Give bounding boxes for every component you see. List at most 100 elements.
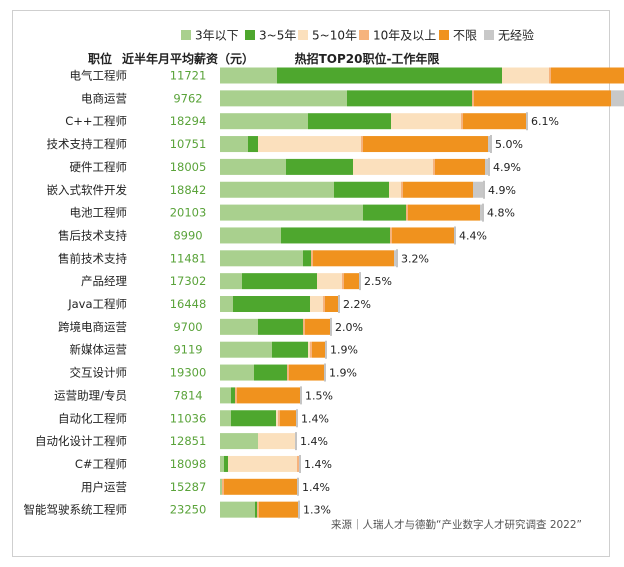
legend-item-4-label: 不限 bbox=[453, 29, 477, 43]
bar-segment-3年以下 bbox=[220, 410, 231, 427]
salary-value: 15287 bbox=[170, 480, 207, 494]
bar-segment-不限 bbox=[403, 181, 473, 198]
salary-value: 23250 bbox=[170, 503, 207, 517]
share-label: 1.9% bbox=[329, 367, 357, 380]
bar-segment-10年及以上 bbox=[297, 455, 299, 472]
row-7: 售后技术支持 8990 4.4% bbox=[58, 226, 487, 245]
bar-segment-3~5年 bbox=[347, 90, 472, 107]
chart-title: 热招TOP20职位-工作年限 bbox=[295, 51, 440, 66]
role-label: 交互设计师 bbox=[70, 366, 128, 380]
share-label: 2.5% bbox=[364, 275, 392, 288]
role-label: 硬件工程师 bbox=[70, 160, 128, 174]
header-role: 职位 bbox=[88, 51, 112, 66]
bar-segment-10年及以上 bbox=[310, 341, 312, 358]
role-label: 自动化设计工程师 bbox=[35, 434, 127, 448]
bar-segment-3~5年 bbox=[242, 273, 317, 290]
row-1: 电商运营97628.0% bbox=[81, 90, 624, 107]
share-label: 3.2% bbox=[401, 252, 429, 265]
row-13: 交互设计师 19300 1.9% bbox=[70, 363, 357, 382]
role-label: 电气工程师 bbox=[70, 69, 128, 83]
bar-segment-无经验 bbox=[611, 90, 624, 107]
share-label: 1.5% bbox=[305, 389, 333, 402]
bar-segment-3年以下 bbox=[220, 501, 255, 518]
bar-segment-不限 bbox=[280, 410, 296, 427]
bar-segment-3~5年 bbox=[254, 364, 287, 381]
bar-segment-10年及以上 bbox=[342, 273, 344, 290]
salary-value: 18294 bbox=[170, 114, 207, 128]
bar-segment-10年及以上 bbox=[401, 181, 403, 198]
bar-segment-3~5年 bbox=[231, 410, 276, 427]
salary-value: 17302 bbox=[170, 274, 207, 288]
bar-segment-10年及以上 bbox=[390, 227, 392, 244]
salary-value: 8990 bbox=[173, 228, 202, 242]
salary-value: 10751 bbox=[170, 137, 207, 151]
share-label: 4.9% bbox=[488, 184, 516, 197]
role-label: 电商运营 bbox=[81, 91, 127, 105]
salary-value: 7814 bbox=[173, 388, 202, 402]
row-2: C++工程师 18294 6.1% bbox=[65, 112, 559, 131]
bar-segment-10年及以上 bbox=[257, 501, 259, 518]
bar-segment-5~10年 bbox=[228, 455, 297, 472]
header-salary: 近半年月平均薪资（元） bbox=[122, 51, 254, 66]
bar-segment-不限 bbox=[408, 204, 480, 221]
bar-segment-3年以下 bbox=[220, 90, 347, 107]
salary-value: 19300 bbox=[170, 366, 207, 380]
bar-segment-3年以下 bbox=[220, 67, 277, 84]
salary-value: 11721 bbox=[170, 69, 207, 83]
bar-segment-不限 bbox=[325, 296, 338, 312]
legend-item-1-swatch bbox=[245, 30, 255, 40]
bar-segment-3~5年 bbox=[334, 181, 389, 198]
share-label: 1.3% bbox=[303, 504, 331, 517]
bar-segment-3~5年 bbox=[272, 341, 308, 358]
legend-item-1: 3~5年 bbox=[245, 29, 296, 43]
bar-segment-5~10年 bbox=[353, 158, 433, 175]
legend-item-4-swatch bbox=[439, 30, 449, 40]
salary-value: 11036 bbox=[170, 411, 207, 425]
bar-segment-5~10年 bbox=[308, 341, 310, 358]
role-label: C#工程师 bbox=[75, 457, 127, 471]
role-label: 产品经理 bbox=[81, 274, 127, 288]
salary-value: 18098 bbox=[170, 457, 207, 471]
bar-segment-5~10年 bbox=[391, 113, 461, 130]
role-label: 运营助理/专员 bbox=[54, 388, 127, 402]
share-label: 1.4% bbox=[304, 458, 332, 471]
bar-segment-3~5年 bbox=[308, 113, 391, 130]
bar-segment-无经验 bbox=[473, 181, 483, 198]
share-label: 2.0% bbox=[335, 321, 363, 334]
role-label: Java工程师 bbox=[67, 297, 127, 311]
bar-segment-3年以下 bbox=[220, 113, 308, 130]
bar-segment-3年以下 bbox=[220, 364, 254, 381]
salary-value: 18005 bbox=[170, 160, 207, 174]
legend-item-3-label: 10年及以上 bbox=[373, 29, 436, 43]
source-note: 来源｜人瑞人才与德勤“产业数字人才研究调查 2022” bbox=[331, 518, 582, 531]
bar-segment-不限 bbox=[305, 318, 330, 335]
bar-segment-不限 bbox=[313, 250, 394, 267]
share-label: 6.1% bbox=[531, 115, 559, 128]
bar-segment-不限 bbox=[435, 158, 485, 175]
bar-segment-3年以下 bbox=[220, 158, 286, 175]
bar-segment-3~5年 bbox=[248, 136, 258, 153]
share-label: 1.4% bbox=[300, 435, 328, 448]
salary-value: 18842 bbox=[170, 183, 207, 197]
bar-segment-3年以下 bbox=[220, 387, 231, 404]
bar-segment-3~5年 bbox=[363, 204, 406, 221]
bar-segment-3年以下 bbox=[220, 341, 272, 358]
bar-segment-10年及以上 bbox=[361, 136, 363, 153]
share-label: 1.4% bbox=[302, 481, 330, 494]
role-label: 用户运营 bbox=[81, 480, 127, 494]
bar-segment-5~10年 bbox=[310, 296, 323, 312]
bar-segment-3年以下 bbox=[220, 273, 242, 290]
legend-item-1-label: 3~5年 bbox=[259, 29, 296, 43]
share-label: 1.9% bbox=[330, 344, 358, 357]
bar-segment-不限 bbox=[237, 387, 300, 404]
row-19: 智能驾驶系统工程师 23250 1.3% bbox=[24, 500, 331, 519]
bar-segment-3~5年 bbox=[277, 67, 502, 84]
row-3: 技术支持工程师 10751 5.0% bbox=[47, 135, 523, 154]
bar-segment-3年以下 bbox=[220, 296, 233, 312]
row-4: 硬件工程师 18005 4.9% bbox=[70, 157, 521, 176]
row-14: 运营助理/专员 7814 1.5% bbox=[54, 386, 333, 405]
row-11: 跨境电商运营 9700 2.0% bbox=[58, 317, 363, 336]
row-17: C#工程师 18098 1.4% bbox=[75, 454, 332, 473]
bar-segment-3~5年 bbox=[303, 250, 311, 267]
legend-item-0-swatch bbox=[181, 30, 191, 40]
